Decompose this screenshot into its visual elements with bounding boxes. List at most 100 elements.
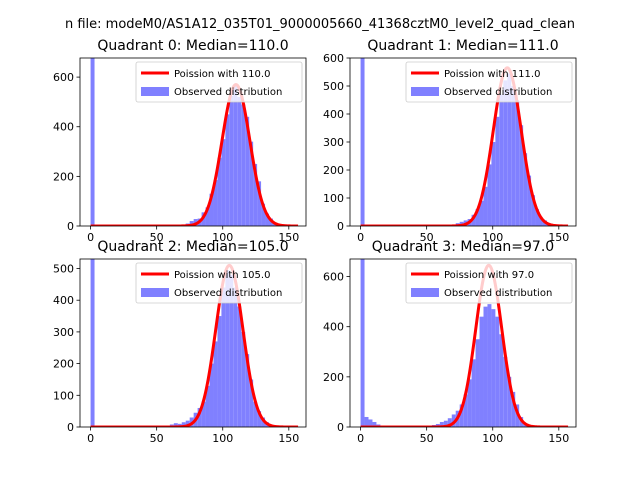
histogram-bar — [225, 270, 230, 427]
histogram-bars — [360, 259, 532, 427]
legend-bar-swatch — [141, 288, 169, 297]
y-tick-label: 400 — [53, 121, 74, 134]
histogram-bar — [268, 218, 273, 226]
histogram-bar — [197, 407, 202, 427]
histogram-bar — [499, 334, 504, 427]
histogram-bar — [503, 80, 508, 226]
histogram-bar — [443, 420, 448, 427]
x-tick-label: 0 — [357, 432, 364, 445]
legend-fit-label: Poission with 110.0 — [174, 69, 270, 80]
histogram-bar — [491, 309, 496, 427]
legend-bar-swatch — [141, 87, 169, 96]
x-tick-label: 0 — [87, 231, 94, 244]
subplot-title: Quadrant 1: Median=111.0 — [367, 38, 558, 54]
legend-bar-swatch — [411, 288, 439, 297]
quadrant-3-axes: 0 50 100 150 0 200 400 600 Quadrant 3: Median=97… — [323, 239, 577, 445]
histogram-bar — [233, 84, 238, 226]
legend: Poission with 105.0 Observed distribution — [135, 262, 303, 304]
axes-frame — [79, 57, 307, 227]
histogram-bar — [237, 306, 242, 427]
histogram-bar — [372, 421, 377, 427]
histogram-bar — [475, 339, 480, 427]
legend-box — [135, 262, 303, 304]
histogram-bar — [245, 354, 250, 427]
x-tick-label: 150 — [278, 231, 299, 244]
y-tick-label: 0 — [337, 220, 344, 233]
x-tick-label: 150 — [548, 231, 569, 244]
histogram-bar — [364, 416, 369, 427]
histogram-bar — [507, 73, 512, 226]
histogram-bar — [253, 163, 258, 226]
histogram-bar — [221, 139, 226, 226]
histogram-bar — [233, 287, 238, 427]
y-tick-label: 600 — [53, 71, 74, 84]
legend-box — [135, 61, 303, 103]
histogram-bar — [495, 116, 500, 226]
x-tick-label: 0 — [357, 231, 364, 244]
y-tick-label: 100 — [323, 192, 344, 205]
x-tick-label: 100 — [212, 231, 233, 244]
histogram-bar — [213, 180, 218, 226]
histogram-bar — [173, 423, 178, 427]
histogram-bar — [471, 359, 476, 427]
histogram-bar — [475, 209, 480, 226]
histogram-bar — [523, 153, 528, 226]
quadrant-0-axes: 0 50 100 150 0 200 400 600 Quadrant 0: Median=11… — [53, 38, 307, 244]
histogram-bar — [249, 141, 254, 226]
histogram-bar — [257, 181, 262, 226]
poisson-fit-line — [359, 66, 569, 226]
legend-box — [405, 61, 573, 103]
legend-fit-label: Poission with 105.0 — [174, 270, 270, 281]
y-tick-label: 500 — [53, 263, 74, 276]
y-tick-label: 600 — [323, 271, 344, 284]
histogram-bar — [491, 142, 496, 226]
axes-frame — [349, 258, 577, 428]
subplot-title: Quadrant 0: Median=110.0 — [97, 38, 288, 54]
legend: Poission with 97.0 Observed distribution — [405, 262, 573, 304]
histogram-bar — [479, 316, 484, 427]
histogram-bar — [225, 114, 230, 226]
histogram-bar — [221, 287, 226, 427]
histogram-bar — [249, 379, 254, 427]
legend: Poission with 111.0 Observed distribution — [405, 61, 573, 103]
poisson-fit-line — [89, 263, 299, 427]
histogram-bar — [229, 274, 234, 427]
histogram-bar — [181, 422, 186, 427]
x-tick-label: 100 — [212, 432, 233, 445]
quadrant-2-axes: 0 50 100 150 0 100 200 300 400 500 Quadrant 2: Med… — [53, 239, 307, 445]
histogram-bar — [519, 125, 524, 226]
histogram-bar — [205, 207, 210, 226]
histogram-bar — [487, 304, 492, 427]
axes-frame — [79, 258, 307, 428]
y-tick-label: 400 — [53, 294, 74, 307]
y-tick-label: 200 — [323, 371, 344, 384]
x-tick-label: 0 — [87, 432, 94, 445]
histogram-bar — [185, 420, 190, 427]
y-tick-label: 400 — [323, 108, 344, 121]
histogram-bar — [538, 217, 543, 226]
histogram-bar — [209, 193, 214, 226]
x-tick-label: 150 — [278, 432, 299, 445]
x-tick-label: 50 — [150, 432, 164, 445]
legend: Poission with 110.0 Observed distribution — [135, 61, 303, 103]
histogram-bar — [511, 86, 516, 226]
histogram-bar — [527, 175, 532, 226]
legend-hist-label: Observed distribution — [444, 87, 552, 98]
histogram-bar — [368, 419, 373, 427]
histogram-bar — [483, 186, 488, 226]
y-tick-label: 200 — [53, 170, 74, 183]
histogram-bar — [265, 213, 269, 226]
poisson-fit-line — [89, 83, 299, 226]
histogram-bar — [201, 401, 206, 427]
subplot-title: Quadrant 3: Median=97.0 — [372, 239, 554, 255]
y-tick-label: 100 — [53, 389, 74, 402]
x-tick-label: 150 — [548, 432, 569, 445]
histogram-bar — [511, 391, 516, 427]
x-tick-label: 50 — [150, 231, 164, 244]
histogram-bar — [495, 316, 500, 427]
histogram-bar — [471, 214, 476, 226]
x-tick-label: 50 — [420, 231, 434, 244]
histogram-bar — [439, 421, 444, 427]
histogram-bar — [499, 94, 504, 226]
